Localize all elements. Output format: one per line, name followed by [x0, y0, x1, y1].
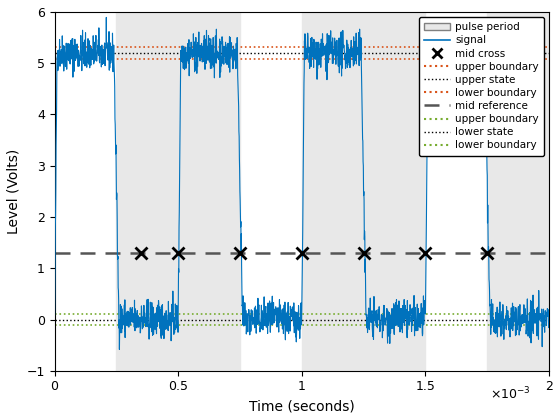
X-axis label: Time (seconds): Time (seconds)	[249, 399, 354, 413]
Bar	[363, 12, 426, 371]
Bar	[302, 12, 363, 371]
Bar	[116, 12, 178, 371]
Y-axis label: Level (Volts): Level (Volts)	[7, 149, 21, 234]
Bar	[487, 12, 549, 371]
Bar	[178, 12, 240, 371]
Legend: pulse period, signal, mid cross, upper boundary, upper state, lower boundary, mi: pulse period, signal, mid cross, upper b…	[419, 17, 544, 156]
Text: $\times10^{-3}$: $\times10^{-3}$	[490, 386, 530, 402]
